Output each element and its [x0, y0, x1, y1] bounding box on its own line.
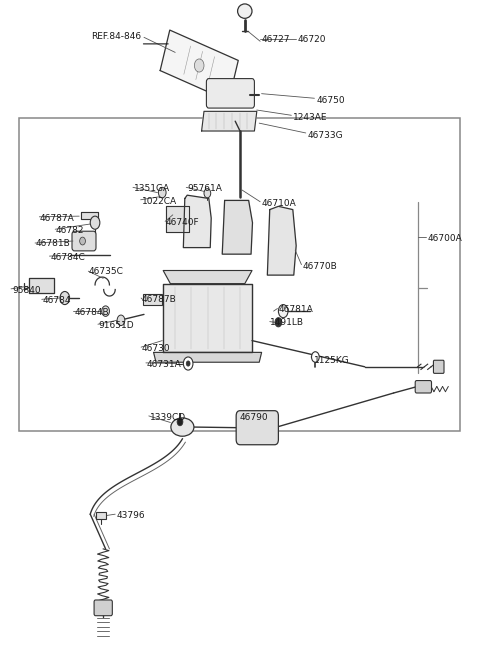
Circle shape [117, 315, 125, 326]
Circle shape [204, 189, 211, 198]
Text: 43796: 43796 [116, 511, 145, 520]
Polygon shape [163, 284, 252, 352]
Text: 1491LB: 1491LB [270, 318, 304, 328]
FancyBboxPatch shape [94, 600, 112, 616]
Text: 91651D: 91651D [98, 321, 134, 330]
FancyBboxPatch shape [72, 231, 96, 251]
Circle shape [158, 187, 166, 198]
Text: 46787A: 46787A [40, 214, 74, 223]
Polygon shape [222, 200, 252, 254]
Circle shape [90, 216, 100, 229]
Text: 46750: 46750 [317, 96, 346, 105]
Text: 1339CD: 1339CD [150, 413, 186, 422]
Text: 46787B: 46787B [142, 295, 176, 304]
FancyBboxPatch shape [206, 79, 254, 108]
Text: 46733G: 46733G [307, 131, 343, 140]
Text: 46710A: 46710A [262, 198, 296, 208]
FancyBboxPatch shape [96, 512, 106, 519]
FancyBboxPatch shape [236, 411, 278, 445]
Circle shape [177, 418, 183, 426]
Text: 46727: 46727 [262, 35, 290, 44]
Text: 46740F: 46740F [166, 218, 199, 227]
Text: 46784B: 46784B [74, 308, 109, 317]
Bar [19, 118, 460, 431]
Text: 1243AE: 1243AE [293, 113, 327, 122]
Text: 1351GA: 1351GA [134, 184, 170, 193]
Polygon shape [202, 111, 257, 131]
Circle shape [312, 352, 319, 362]
Text: 46781B: 46781B [36, 239, 71, 248]
Text: 46784: 46784 [42, 296, 71, 305]
Text: 46781A: 46781A [278, 305, 313, 314]
Polygon shape [81, 212, 98, 219]
FancyBboxPatch shape [433, 360, 444, 373]
Polygon shape [267, 206, 296, 275]
Ellipse shape [171, 418, 194, 436]
Circle shape [102, 306, 109, 316]
Text: 46784C: 46784C [50, 253, 85, 262]
FancyBboxPatch shape [143, 294, 162, 305]
Ellipse shape [238, 4, 252, 18]
Text: 46782: 46782 [55, 226, 84, 235]
FancyBboxPatch shape [415, 381, 432, 393]
Polygon shape [154, 352, 262, 362]
Polygon shape [163, 271, 252, 284]
Circle shape [183, 357, 193, 370]
Text: 95761A: 95761A [187, 184, 222, 193]
Polygon shape [29, 278, 54, 293]
Polygon shape [160, 30, 238, 101]
Circle shape [186, 361, 190, 366]
Polygon shape [183, 195, 211, 248]
Circle shape [194, 59, 204, 72]
Text: REF.84-846: REF.84-846 [92, 31, 142, 41]
Text: 46730: 46730 [142, 344, 170, 353]
Text: 46770B: 46770B [302, 262, 337, 271]
Circle shape [80, 237, 85, 245]
Text: 95840: 95840 [12, 286, 41, 295]
Polygon shape [166, 206, 189, 232]
Circle shape [278, 305, 288, 318]
Text: 46735C: 46735C [89, 267, 124, 276]
Text: 46790: 46790 [240, 413, 269, 422]
Text: 46700A: 46700A [427, 234, 462, 243]
Text: 1125KG: 1125KG [314, 356, 350, 365]
Text: 46720: 46720 [298, 35, 326, 44]
Circle shape [275, 318, 282, 327]
Text: 1022CA: 1022CA [142, 196, 177, 206]
Circle shape [60, 291, 70, 305]
Text: 46731A: 46731A [146, 360, 181, 369]
